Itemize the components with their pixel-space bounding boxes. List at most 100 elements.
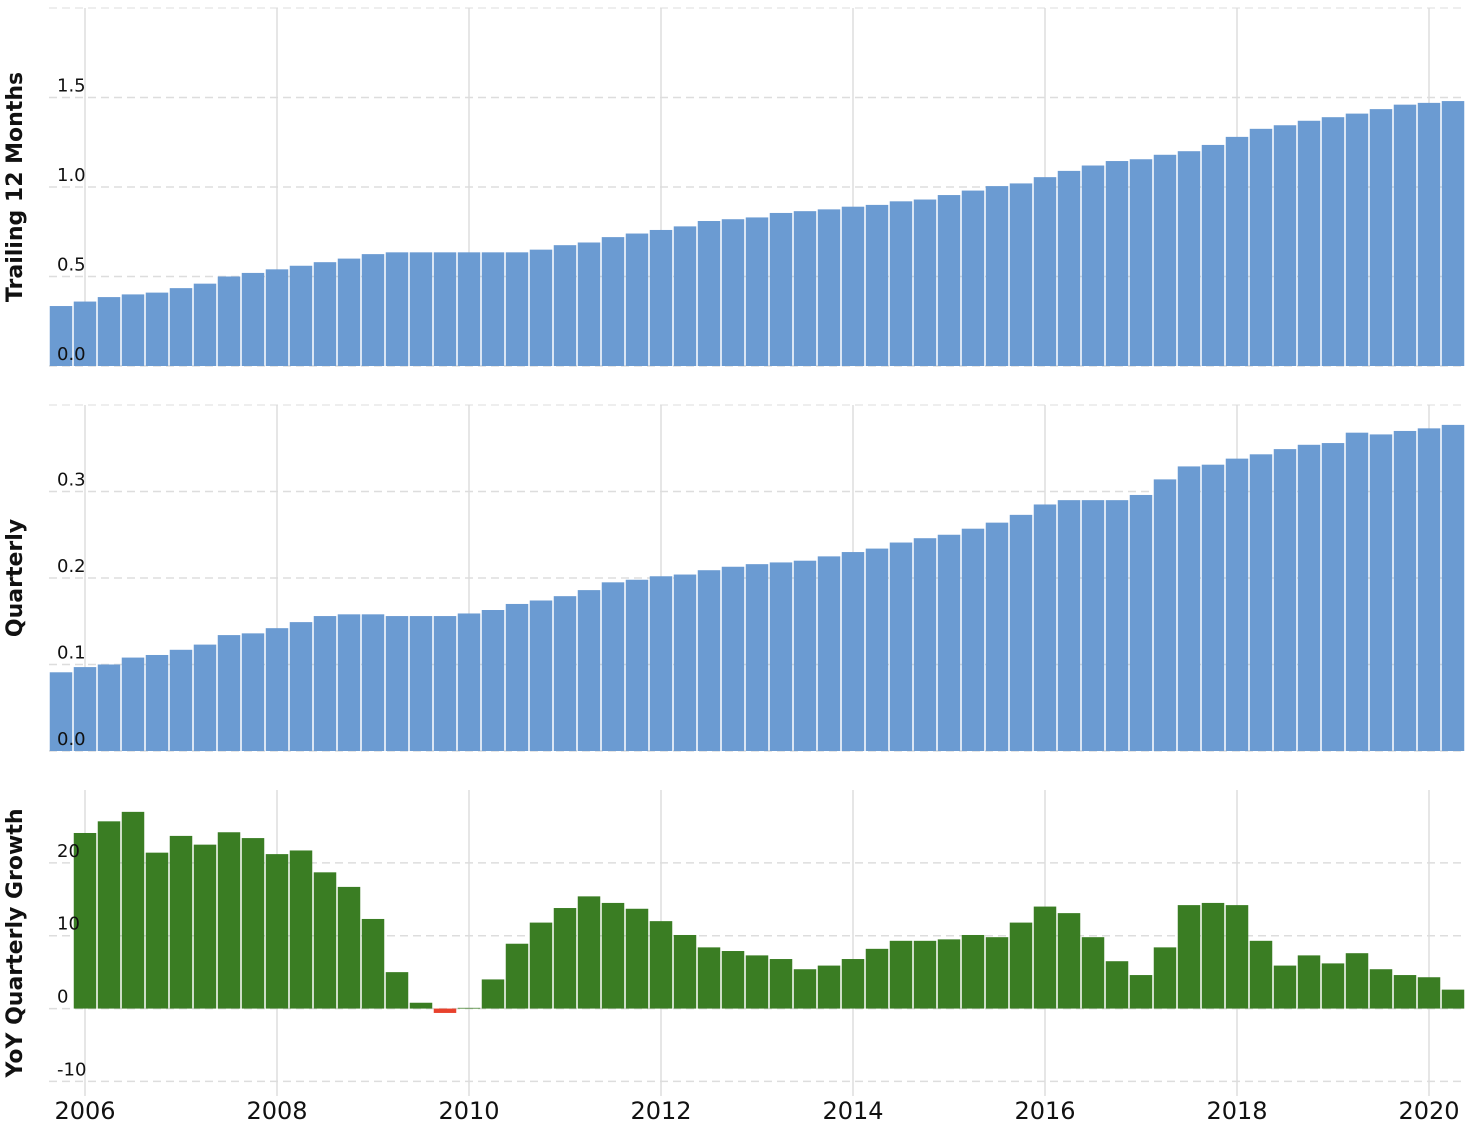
bar (337, 258, 361, 366)
bar (313, 262, 337, 366)
bar (313, 616, 337, 751)
bar (937, 939, 961, 1009)
bar (265, 628, 289, 751)
bar (1153, 154, 1177, 366)
bar (217, 832, 241, 1009)
label-layer: Trailing 12 Months 0.0 0.5 1.0 1.5 Quarterly 0… (3, 72, 1460, 1125)
bar (553, 245, 577, 366)
bar (625, 233, 649, 366)
bar (289, 265, 313, 366)
bar (1177, 466, 1201, 751)
bar (481, 252, 505, 366)
bar (1009, 922, 1033, 1009)
bar (817, 965, 841, 1009)
bar (1345, 432, 1369, 751)
bar (169, 649, 193, 751)
bar (961, 934, 985, 1009)
bar (1393, 430, 1417, 751)
bar (625, 908, 649, 1009)
bar (577, 896, 601, 1009)
bar (553, 596, 577, 751)
bar (649, 576, 673, 751)
bar (769, 212, 793, 366)
y-tick-label: 0.3 (57, 470, 86, 491)
bar (433, 616, 457, 751)
bar (1057, 170, 1081, 366)
bar (697, 570, 721, 751)
x-tick-label: 2016 (1014, 1097, 1075, 1125)
y-axis-label: Trailing 12 Months (3, 72, 28, 302)
bar (1153, 479, 1177, 751)
bar (1369, 434, 1393, 751)
bar (385, 972, 409, 1009)
bar (1009, 183, 1033, 366)
bar (409, 616, 433, 751)
bar (889, 201, 913, 366)
bar (1153, 947, 1177, 1009)
bar (49, 306, 73, 366)
bar (673, 934, 697, 1009)
y-tick-label: 0.0 (57, 344, 86, 365)
bar (1105, 500, 1129, 751)
y-axis-label: Quarterly (3, 519, 28, 637)
bar (1249, 128, 1273, 366)
bar (121, 294, 145, 366)
bar (1201, 144, 1225, 366)
bar (313, 872, 337, 1009)
bar (673, 574, 697, 751)
bar (361, 254, 385, 366)
bar (1129, 494, 1153, 751)
bar (937, 195, 961, 366)
y-tick-label: 20 (57, 841, 80, 862)
bar (985, 937, 1009, 1009)
bar-layer (49, 101, 1465, 1013)
bar (817, 209, 841, 366)
y-tick-label: 0.0 (57, 729, 86, 750)
bar (1345, 953, 1369, 1009)
bar (1177, 151, 1201, 366)
bar (1297, 955, 1321, 1009)
bar (49, 672, 73, 751)
bar (601, 237, 625, 366)
bar (745, 217, 769, 366)
bar (265, 269, 289, 366)
bar (841, 959, 865, 1009)
bar (985, 186, 1009, 366)
x-tick-label: 2006 (54, 1097, 115, 1125)
bar (553, 908, 577, 1009)
bar (889, 542, 913, 751)
bar (1033, 906, 1057, 1009)
bar (1417, 428, 1441, 751)
bar (1441, 424, 1465, 751)
bar (145, 292, 169, 366)
bar (913, 199, 937, 366)
bar (337, 614, 361, 751)
x-tick-label: 2014 (822, 1097, 883, 1125)
bar (793, 969, 817, 1009)
bar (97, 664, 121, 751)
x-tick-label: 2008 (246, 1097, 307, 1125)
bar (1393, 104, 1417, 366)
bar (145, 654, 169, 751)
bar (769, 959, 793, 1009)
bar (217, 635, 241, 751)
bar (457, 613, 481, 751)
bar (1345, 113, 1369, 366)
bar (1225, 458, 1249, 751)
bar (745, 564, 769, 751)
bar (769, 562, 793, 751)
y-axis-label: YoY Quarterly Growth (3, 808, 28, 1078)
x-tick-label: 2012 (630, 1097, 691, 1125)
bar (841, 552, 865, 751)
bar (1321, 443, 1345, 751)
bar (121, 657, 145, 751)
x-tick-label: 2020 (1398, 1097, 1459, 1125)
bar (1417, 102, 1441, 367)
bar (793, 560, 817, 751)
y-tick-label: 10 (57, 914, 80, 935)
y-tick-label: 0.1 (57, 643, 86, 664)
bar (1321, 117, 1345, 366)
bar (361, 614, 385, 751)
bar (721, 951, 745, 1009)
bar (721, 566, 745, 751)
